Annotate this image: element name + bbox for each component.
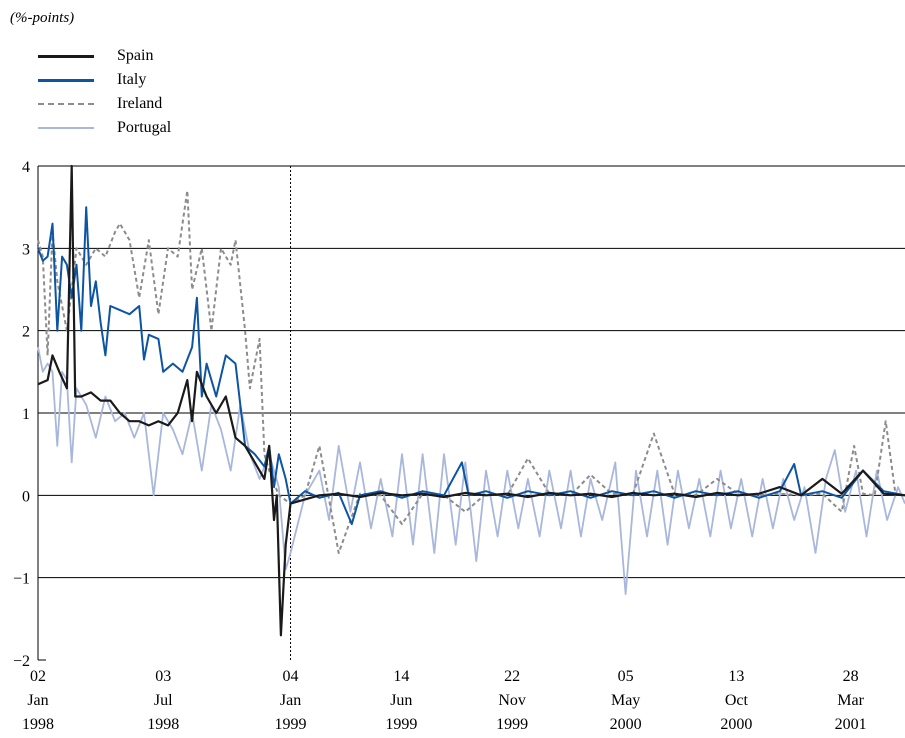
- y-tick-label: 1: [22, 406, 30, 423]
- x-tick-label: 1999: [385, 716, 417, 733]
- x-tick-label: 2000: [720, 716, 752, 733]
- y-tick-label: 2: [22, 324, 30, 341]
- legend: Spain Italy Ireland Portugal: [38, 44, 171, 140]
- x-tick-label: 1998: [22, 716, 54, 733]
- x-tick-label: Nov: [498, 692, 526, 709]
- series-line-italy: [37, 206, 905, 526]
- x-tick-label: Jun: [390, 692, 412, 709]
- x-tick-label: 2001: [835, 716, 867, 733]
- legend-item-italy: Italy: [38, 68, 171, 92]
- legend-item-portugal: Portugal: [38, 116, 171, 140]
- y-tick-label: 3: [22, 241, 30, 258]
- x-tick-label: 22: [504, 668, 520, 685]
- series-line-ireland: [37, 189, 905, 554]
- legend-label-italy: Italy: [117, 71, 147, 88]
- y-tick-label: 0: [22, 488, 30, 505]
- x-tick-label: Jan: [280, 692, 301, 709]
- x-tick-label: 28: [843, 668, 859, 685]
- series-line-portugal: [37, 346, 905, 595]
- x-tick-label: 1998: [147, 716, 179, 733]
- series-line-spain: [37, 164, 905, 637]
- legend-item-spain: Spain: [38, 44, 171, 68]
- legend-item-ireland: Ireland: [38, 92, 171, 116]
- x-tick-label: 02: [30, 668, 46, 685]
- x-tick-label: 03: [155, 668, 171, 685]
- legend-swatch-spain: [38, 54, 94, 58]
- x-tick-label: Jan: [27, 692, 48, 709]
- x-tick-label: 13: [728, 668, 744, 685]
- x-tick-label: 1999: [496, 716, 528, 733]
- x-tick-label: 14: [393, 668, 409, 685]
- x-tick-label: 05: [618, 668, 634, 685]
- legend-swatch-ireland: [38, 103, 94, 105]
- y-tick-label: −1: [13, 571, 30, 588]
- legend-swatch-italy: [38, 78, 94, 82]
- y-tick-label: 4: [22, 159, 30, 176]
- x-tick-label: Mar: [837, 692, 864, 709]
- legend-swatch-portugal: [38, 127, 94, 129]
- x-tick-label: 04: [283, 668, 299, 685]
- legend-label-ireland: Ireland: [117, 95, 163, 112]
- x-tick-label: May: [611, 692, 640, 709]
- x-tick-label: 2000: [610, 716, 642, 733]
- y-tick-label: −2: [13, 653, 30, 670]
- legend-label-portugal: Portugal: [117, 119, 172, 136]
- unit-label: (%-points): [10, 10, 75, 26]
- x-tick-label: Jul: [154, 692, 173, 709]
- x-tick-label: Oct: [725, 692, 749, 709]
- x-tick-label: 1999: [275, 716, 307, 733]
- legend-label-spain: Spain: [117, 47, 154, 64]
